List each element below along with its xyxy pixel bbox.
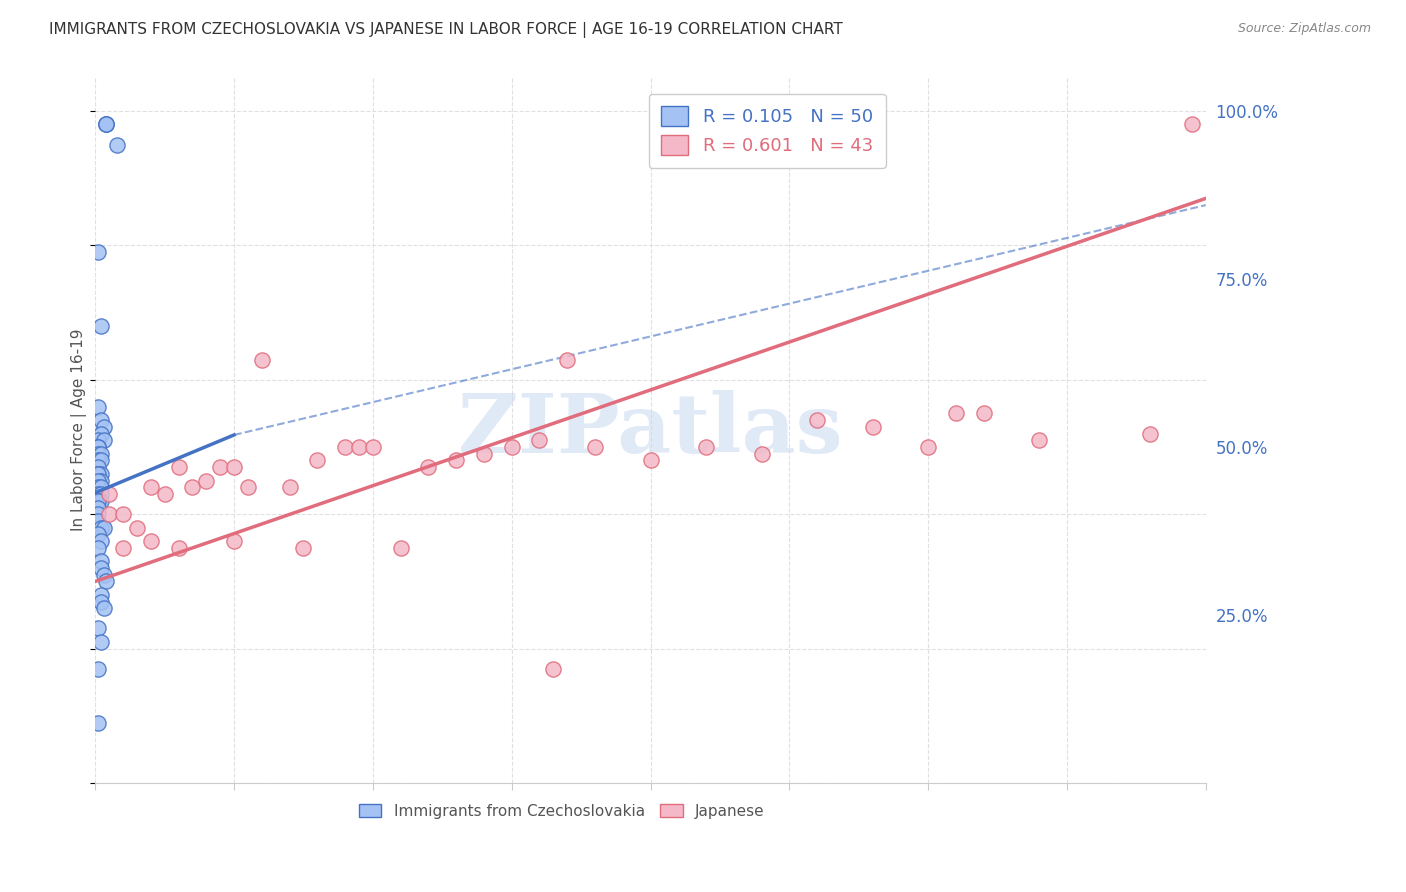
Point bbox=[307, 453, 329, 467]
Point bbox=[181, 480, 204, 494]
Point bbox=[361, 440, 384, 454]
Point bbox=[87, 493, 110, 508]
Point bbox=[167, 460, 190, 475]
Point bbox=[87, 447, 110, 461]
Point bbox=[222, 534, 245, 549]
Point bbox=[695, 440, 717, 454]
Point bbox=[87, 493, 110, 508]
Point bbox=[98, 487, 121, 501]
Y-axis label: In Labor Force | Age 16-19: In Labor Force | Age 16-19 bbox=[72, 329, 87, 532]
Point bbox=[96, 118, 118, 132]
Point bbox=[90, 554, 112, 568]
Point bbox=[472, 447, 495, 461]
Point bbox=[418, 460, 440, 475]
Point bbox=[501, 440, 523, 454]
Point bbox=[862, 420, 884, 434]
Point bbox=[90, 474, 112, 488]
Text: IMMIGRANTS FROM CZECHOSLOVAKIA VS JAPANESE IN LABOR FORCE | AGE 16-19 CORRELATIO: IMMIGRANTS FROM CZECHOSLOVAKIA VS JAPANE… bbox=[49, 22, 844, 38]
Point bbox=[1181, 118, 1204, 132]
Point bbox=[250, 352, 273, 367]
Point bbox=[93, 521, 115, 535]
Point bbox=[90, 521, 112, 535]
Point bbox=[945, 406, 967, 420]
Point bbox=[90, 467, 112, 481]
Point bbox=[90, 480, 112, 494]
Point bbox=[389, 541, 412, 555]
Point bbox=[90, 453, 112, 467]
Point bbox=[87, 440, 110, 454]
Point bbox=[87, 662, 110, 676]
Point bbox=[87, 508, 110, 522]
Point bbox=[87, 622, 110, 636]
Point bbox=[751, 447, 773, 461]
Point bbox=[806, 413, 828, 427]
Point bbox=[90, 413, 112, 427]
Text: ZIPatlas: ZIPatlas bbox=[458, 390, 844, 470]
Point bbox=[139, 534, 162, 549]
Point bbox=[93, 567, 115, 582]
Point bbox=[583, 440, 606, 454]
Point bbox=[87, 440, 110, 454]
Point bbox=[973, 406, 995, 420]
Point bbox=[333, 440, 356, 454]
Point bbox=[87, 467, 110, 481]
Point bbox=[209, 460, 232, 475]
Point bbox=[93, 601, 115, 615]
Point bbox=[444, 453, 467, 467]
Point bbox=[87, 500, 110, 515]
Point bbox=[292, 541, 315, 555]
Point bbox=[90, 319, 112, 334]
Point bbox=[90, 426, 112, 441]
Point bbox=[87, 527, 110, 541]
Text: Source: ZipAtlas.com: Source: ZipAtlas.com bbox=[1237, 22, 1371, 36]
Point bbox=[90, 487, 112, 501]
Point bbox=[167, 541, 190, 555]
Point bbox=[917, 440, 939, 454]
Point bbox=[222, 460, 245, 475]
Point bbox=[90, 588, 112, 602]
Point bbox=[90, 561, 112, 575]
Point bbox=[87, 715, 110, 730]
Point bbox=[90, 493, 112, 508]
Point bbox=[640, 453, 662, 467]
Point bbox=[1028, 434, 1050, 448]
Point bbox=[87, 467, 110, 481]
Point bbox=[555, 352, 578, 367]
Point bbox=[98, 508, 121, 522]
Point bbox=[96, 574, 118, 589]
Point bbox=[87, 487, 110, 501]
Point bbox=[90, 534, 112, 549]
Point bbox=[87, 434, 110, 448]
Point bbox=[87, 480, 110, 494]
Point bbox=[278, 480, 301, 494]
Point bbox=[87, 541, 110, 555]
Point bbox=[111, 508, 134, 522]
Point bbox=[153, 487, 176, 501]
Point bbox=[90, 594, 112, 608]
Point bbox=[87, 400, 110, 414]
Point bbox=[90, 635, 112, 649]
Point bbox=[87, 460, 110, 475]
Point bbox=[195, 474, 218, 488]
Legend: Immigrants from Czechoslovakia, Japanese: Immigrants from Czechoslovakia, Japanese bbox=[353, 797, 770, 825]
Point bbox=[107, 137, 129, 152]
Point bbox=[125, 521, 148, 535]
Point bbox=[111, 541, 134, 555]
Point bbox=[1139, 426, 1161, 441]
Point bbox=[347, 440, 370, 454]
Point bbox=[543, 662, 565, 676]
Point bbox=[87, 474, 110, 488]
Point bbox=[93, 434, 115, 448]
Point bbox=[87, 453, 110, 467]
Point bbox=[87, 514, 110, 528]
Point bbox=[236, 480, 259, 494]
Point bbox=[87, 245, 110, 260]
Point bbox=[529, 434, 551, 448]
Point bbox=[96, 118, 118, 132]
Point bbox=[90, 447, 112, 461]
Point bbox=[139, 480, 162, 494]
Point bbox=[96, 118, 118, 132]
Point bbox=[93, 420, 115, 434]
